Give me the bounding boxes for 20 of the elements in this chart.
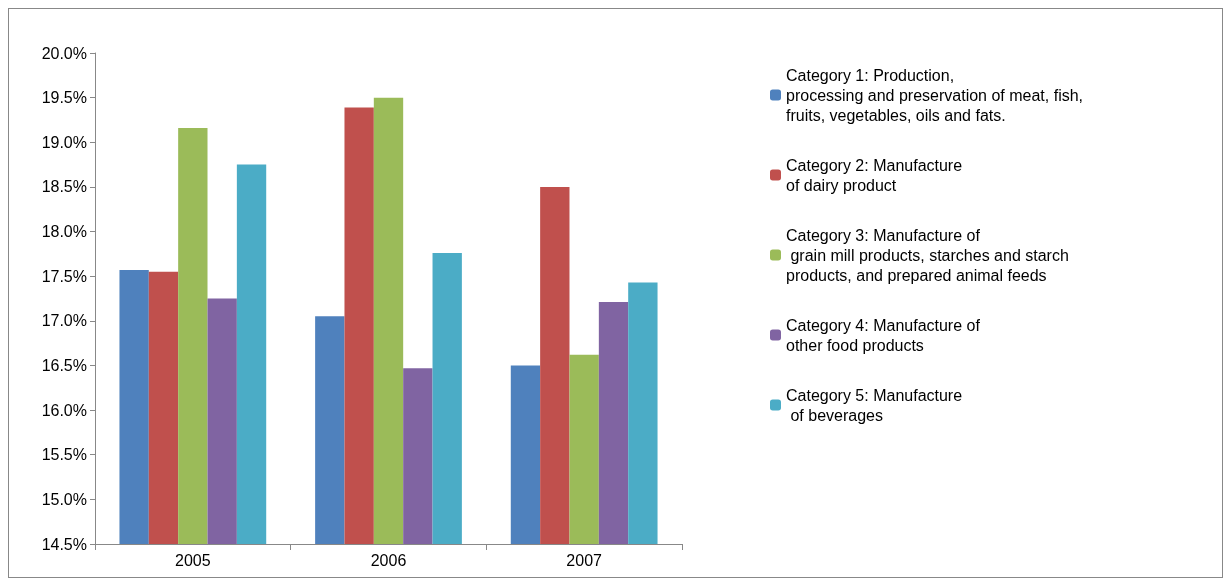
y-tick-label: 19.5% bbox=[41, 89, 87, 107]
y-tick-label: 18.5% bbox=[41, 178, 87, 196]
y-tick-label: 14.5% bbox=[41, 535, 87, 553]
legend-label: Category 4: Manufacture of other food products bbox=[786, 316, 981, 354]
y-tick-label: 15.5% bbox=[41, 446, 87, 464]
y-tick-label: 20.0% bbox=[41, 44, 87, 62]
y-tick-label: 17.0% bbox=[41, 312, 87, 330]
x-tick-label: 2005 bbox=[175, 551, 211, 569]
y-tick-label: 18.0% bbox=[41, 223, 87, 241]
x-tick-label: 2006 bbox=[370, 551, 407, 569]
y-tick-label: 16.0% bbox=[41, 401, 87, 419]
y-tick-label: 17.5% bbox=[41, 267, 87, 285]
legend-label: Category 2: Manufacture of dairy product bbox=[786, 156, 963, 194]
y-tick-label: 16.5% bbox=[41, 356, 87, 374]
y-tick-label: 15.0% bbox=[41, 490, 87, 508]
legend-label: Category 3: Manufacture of grain mill products, starches and starch products, and prepared animal feeds bbox=[786, 226, 1069, 284]
legend-label: Category 5: Manufacture of beverages bbox=[786, 386, 963, 424]
legend-label: Category 1: Production, processing and preservation of meat, fish, fruits, vegetables, oils and fats. bbox=[786, 66, 1084, 124]
y-tick-label: 19.0% bbox=[41, 133, 87, 151]
x-tick-label: 2007 bbox=[566, 551, 603, 569]
